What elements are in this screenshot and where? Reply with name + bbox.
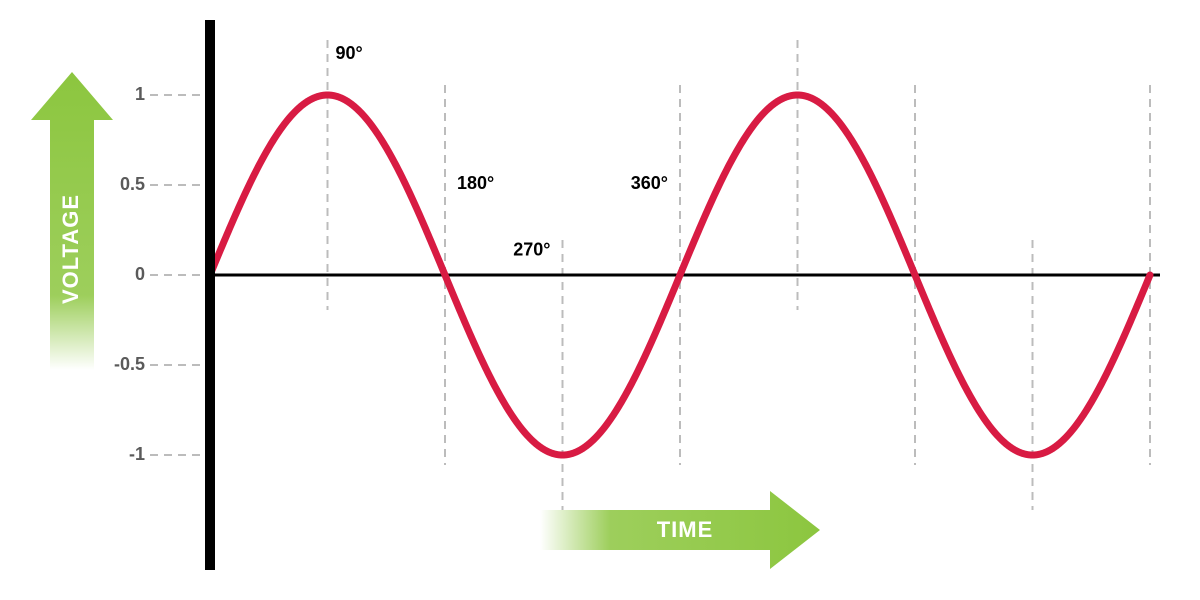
- y-tick-label: -1: [129, 444, 145, 464]
- degree-label: 360°: [631, 173, 668, 193]
- y-tick-label: 0.5: [120, 174, 145, 194]
- degree-label: 90°: [336, 43, 363, 63]
- degree-label: 270°: [513, 239, 550, 259]
- time-axis-arrow: TIME: [540, 491, 820, 569]
- y-tick-label: -0.5: [114, 354, 145, 374]
- y-axis-ticks: -1 -0.5 0 0.5 1: [114, 84, 210, 464]
- sine-wave-chart: -1 -0.5 0 0.5 1 90° 180° 270° 360° VOLTAGE TIME: [0, 0, 1200, 600]
- y-tick-label: 1: [135, 84, 145, 104]
- y-tick-label: 0: [135, 264, 145, 284]
- voltage-axis-arrow: VOLTAGE: [31, 72, 113, 370]
- voltage-axis-label: VOLTAGE: [58, 194, 83, 304]
- time-axis-label: TIME: [657, 517, 714, 542]
- degree-label: 180°: [457, 173, 494, 193]
